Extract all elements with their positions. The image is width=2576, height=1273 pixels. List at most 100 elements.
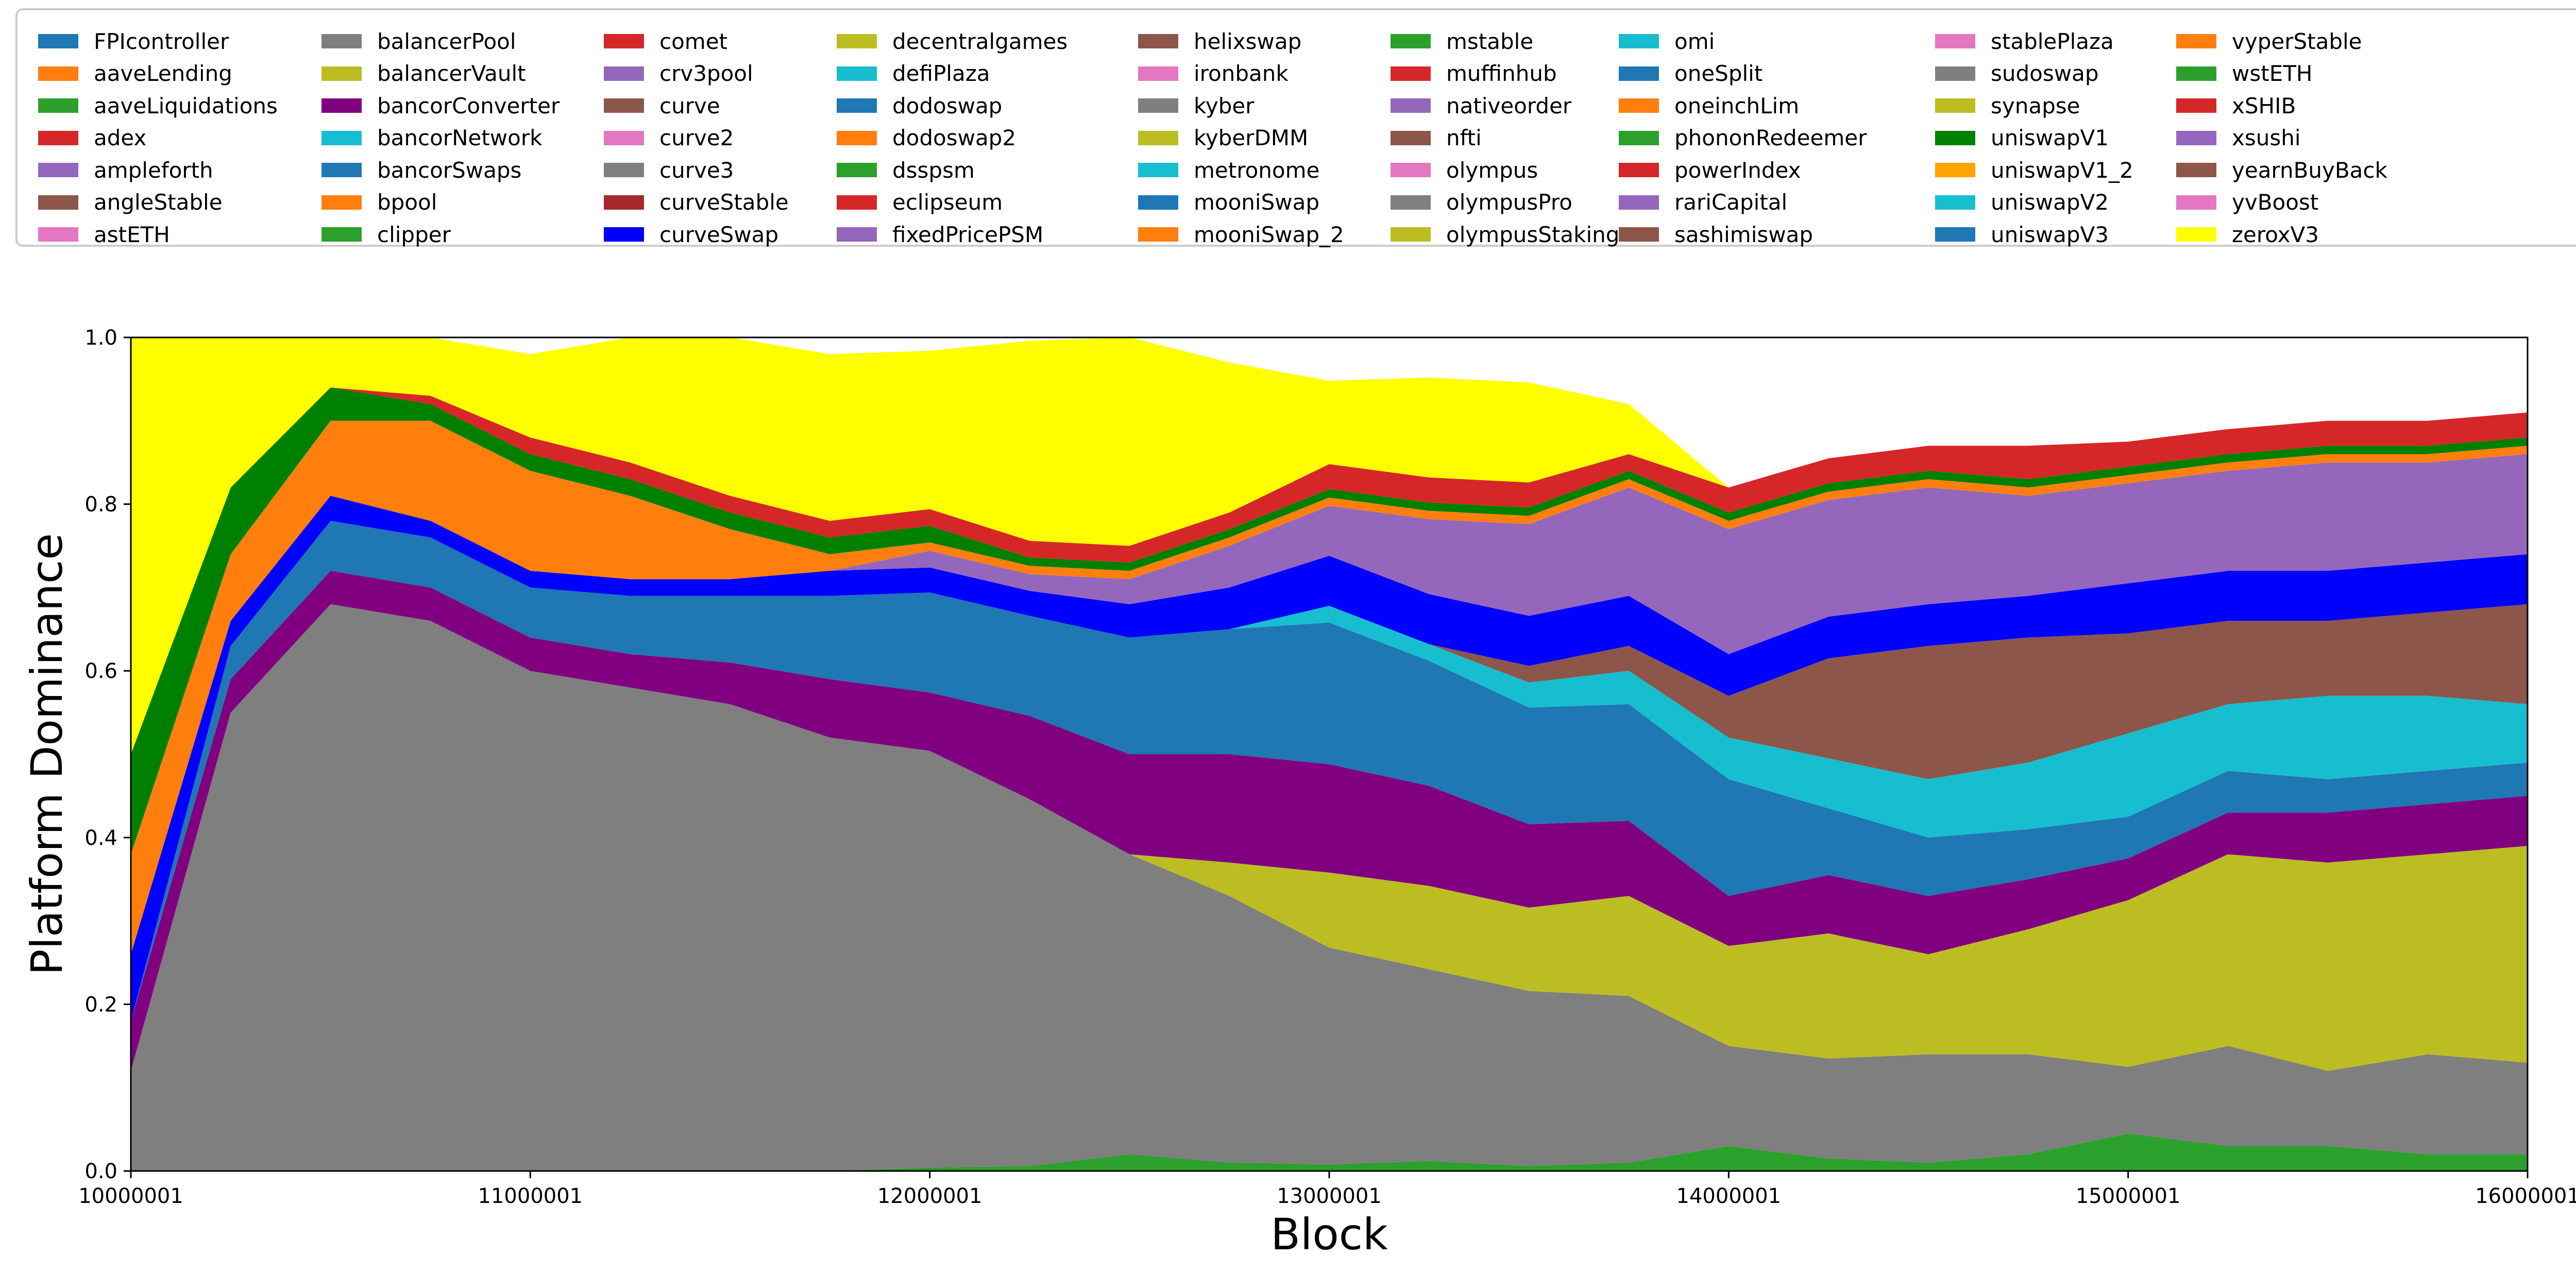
legend-label: astETH (94, 222, 170, 247)
legend-swatch (604, 195, 644, 210)
legend-swatch (1935, 98, 1975, 113)
legend-label: rariCapital (1674, 190, 1788, 215)
legend-label: olympus (1446, 157, 1538, 183)
series-area (131, 521, 2528, 1021)
legend-label: nfti (1446, 125, 1482, 150)
legend-item: angleStable (38, 187, 223, 218)
series-area (131, 521, 2528, 1021)
series-area (131, 1133, 2528, 1171)
legend-label: dodoswap (892, 93, 1003, 118)
series-area (131, 604, 2528, 1171)
series-area (131, 496, 2528, 1021)
legend-swatch (1138, 98, 1178, 113)
legend-swatch (1138, 130, 1178, 145)
legend-label: crv3pool (659, 61, 753, 86)
legend-swatch (1391, 195, 1431, 210)
legend-swatch (604, 227, 644, 242)
legend-label: dsspsm (892, 157, 975, 183)
legend-item: dodoswap2 (837, 123, 1016, 154)
x-tick-label: 15000001 (2076, 1184, 2181, 1208)
legend-swatch (2176, 195, 2216, 210)
legend-swatch (1138, 195, 1178, 210)
legend-label: comet (659, 28, 728, 54)
legend-item: curve (604, 90, 720, 121)
legend-swatch (321, 34, 362, 48)
legend-label: synapse (1991, 93, 2080, 118)
legend-swatch (837, 98, 877, 113)
y-axis-label: Platform Dominance (22, 533, 72, 975)
legend-item: balancerVault (321, 58, 526, 89)
legend-item: crv3pool (604, 58, 753, 89)
legend-swatch (38, 34, 78, 48)
legend-label: curve2 (659, 125, 734, 150)
legend-label: kyber (1194, 93, 1255, 118)
legend-label: bancorNetwork (377, 125, 543, 150)
legend-label: aaveLiquidations (94, 93, 278, 118)
legend-swatch (1935, 34, 1975, 48)
legend-item: balancerPool (321, 26, 516, 57)
legend-label: uniswapV3 (1991, 222, 2109, 247)
legend-swatch (1138, 227, 1178, 242)
legend-item: phononRedeemer (1619, 123, 1867, 154)
legend-item: powerIndex (1619, 155, 1801, 185)
legend-swatch (1391, 163, 1431, 177)
legend-swatch (837, 163, 877, 177)
legend-swatch (38, 195, 78, 210)
legend-swatch (837, 66, 877, 81)
legend-label: yvBoost (2232, 190, 2319, 215)
legend-item: curve2 (604, 123, 734, 154)
legend-swatch (604, 98, 644, 113)
legend-item: bancorSwaps (321, 155, 521, 185)
legend-label: zeroxV3 (2232, 222, 2319, 247)
legend-item: uniswapV2 (1935, 187, 2109, 218)
legend-item: xsushi (2176, 123, 2301, 154)
legend-swatch (1935, 195, 1975, 210)
x-tick-label: 16000001 (2475, 1184, 2576, 1208)
legend-item: uniswapV1 (1935, 123, 2109, 154)
legend-item: mooniSwap_2 (1138, 219, 1344, 250)
legend-swatch (1619, 66, 1659, 81)
legend-label: kyberDMM (1194, 125, 1309, 150)
legend-swatch (2176, 163, 2216, 177)
legend-item: decentralgames (837, 26, 1067, 57)
legend-label: mooniSwap_2 (1194, 222, 1344, 247)
legend-swatch (321, 130, 362, 145)
legend-swatch (321, 227, 362, 242)
legend-label: mooniSwap (1194, 190, 1320, 215)
legend-label: yearnBuyBack (2232, 157, 2387, 183)
legend-label: uniswapV1_2 (1991, 157, 2133, 183)
legend-item: dodoswap (837, 90, 1002, 121)
legend-item: bpool (321, 187, 437, 218)
legend-item: kyberDMM (1138, 123, 1308, 154)
legend-swatch (2176, 66, 2216, 81)
legend-item: olympusPro (1391, 187, 1572, 218)
y-tick-label: 0.0 (84, 1160, 117, 1183)
legend-label: olympusPro (1446, 190, 1572, 215)
legend-item: kyber (1138, 90, 1254, 121)
legend-swatch (837, 195, 877, 210)
legend-item: mstable (1391, 26, 1533, 57)
y-tick-label: 0.4 (84, 826, 117, 850)
legend-label: nativeorder (1446, 93, 1572, 118)
legend-swatch (1935, 227, 1975, 242)
legend-label: uniswapV1 (1991, 125, 2109, 150)
legend-swatch (321, 195, 362, 210)
legend-swatch (2176, 227, 2216, 242)
legend-label: metronome (1194, 157, 1320, 183)
legend-item: sashimiswap (1619, 219, 1813, 250)
legend-swatch (1138, 34, 1178, 48)
legend-label: bpool (377, 190, 437, 215)
legend-item: comet (604, 26, 727, 57)
legend-swatch (321, 98, 362, 113)
legend-item: metronome (1138, 155, 1319, 185)
legend-item: oneinchLim (1619, 90, 1799, 121)
legend-label: eclipseum (892, 190, 1003, 215)
legend-label: oneinchLim (1674, 93, 1800, 118)
legend-item: omi (1619, 26, 1715, 57)
legend-swatch (1391, 98, 1431, 113)
legend-swatch (2176, 34, 2216, 48)
legend-swatch (2176, 130, 2216, 145)
legend-label: ampleforth (94, 157, 213, 183)
legend-label: aaveLending (94, 61, 232, 86)
